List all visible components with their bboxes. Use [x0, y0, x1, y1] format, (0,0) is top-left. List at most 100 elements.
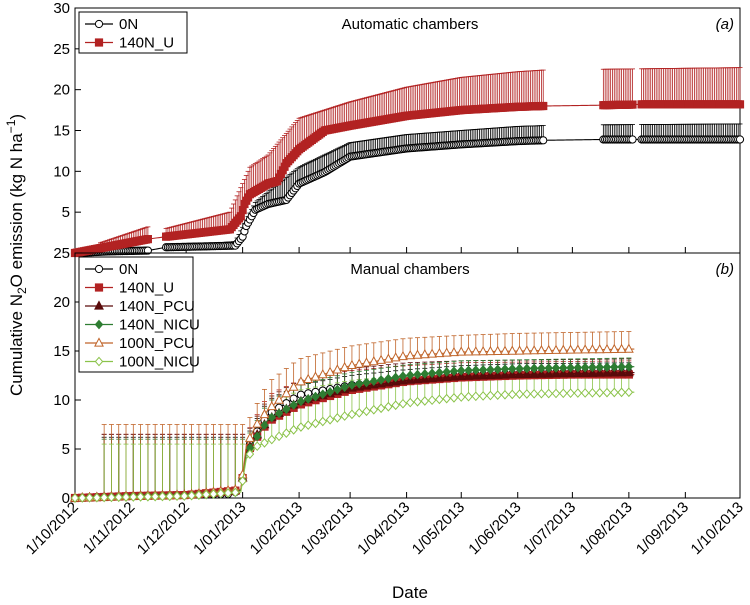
data-point-100N_PCU — [281, 387, 292, 398]
data-point-100N_NICU — [478, 391, 488, 401]
data-point-100N_PCU — [325, 366, 336, 376]
data-point-100N_PCU — [317, 368, 328, 379]
data-point-140N_NICU — [435, 367, 444, 378]
y-axis-title: Cumulative N2O emission (kg N ha−1) — [4, 114, 29, 396]
data-point-140N_NICU — [471, 365, 481, 375]
data-point-100N_NICU — [588, 387, 597, 398]
data-point-100N_PCU — [529, 345, 540, 355]
data-point-140N_NICU — [537, 363, 546, 374]
data-point-140N_NICU — [507, 363, 517, 374]
data-point-100N_NICU — [340, 411, 349, 421]
data-point-100N_PCU — [572, 344, 583, 354]
data-point-140N_NICU — [398, 371, 408, 381]
data-point-100N_NICU — [471, 391, 481, 402]
data-point-100N_PCU — [456, 346, 467, 356]
data-point-100N_NICU — [537, 388, 546, 399]
data-point-100N_PCU — [514, 345, 525, 355]
data-point-100N_NICU — [289, 425, 298, 435]
data-point-100N_NICU — [602, 387, 612, 398]
data-point-140N_PCU — [587, 367, 598, 377]
data-point-140N_NICU — [559, 362, 568, 373]
y-tick-label: 10 — [53, 392, 70, 409]
data-point-100N_NICU — [522, 389, 532, 399]
data-point-100N_PCU — [449, 346, 459, 357]
data-point-100N_NICU — [303, 420, 313, 431]
data-point-140N_U — [143, 235, 152, 244]
data-point-140N_U — [628, 100, 637, 109]
data-point-140N_PCU — [449, 371, 459, 381]
data-point-100N_NICU — [515, 389, 524, 399]
data-point-100N_PCU — [441, 347, 452, 357]
data-point-0N — [628, 135, 637, 144]
legend-label: 140N_U — [119, 280, 174, 297]
legend-label: 100N_PCU — [119, 335, 195, 352]
data-point-100N_NICU — [376, 403, 386, 414]
legend-marker — [94, 300, 104, 310]
data-point-140N_PCU — [529, 368, 540, 378]
data-point-140N_PCU — [558, 368, 569, 378]
data-point-100N_PCU — [580, 344, 591, 354]
data-point-100N_NICU — [136, 491, 145, 502]
data-point-100N_PCU — [398, 350, 408, 361]
y-tick-label: 0 — [62, 490, 70, 507]
data-point-140N_NICU — [413, 369, 422, 380]
data-point-140N_NICU — [303, 394, 313, 404]
data-point-100N_PCU — [295, 376, 306, 386]
data-point-100N_PCU — [346, 359, 357, 369]
data-point-140N_NICU — [449, 366, 459, 377]
data-point-140N_NICU — [544, 363, 553, 373]
data-point-100N_NICU — [449, 392, 459, 403]
data-point-0N — [143, 246, 152, 255]
data-point-100N_PCU — [485, 345, 496, 356]
data-point-140N_NICU — [384, 373, 393, 384]
data-point-100N_NICU — [209, 489, 218, 499]
panel-tag: (b) — [716, 261, 734, 278]
data-point-100N_NICU — [354, 407, 364, 418]
data-point-140N_NICU — [296, 396, 306, 407]
data-point-100N_NICU — [85, 492, 94, 503]
data-point-140N_PCU — [492, 369, 503, 379]
data-point-100N_PCU — [463, 346, 474, 356]
data-point-140N_PCU — [441, 371, 452, 382]
data-point-100N_PCU — [288, 381, 299, 391]
data-point-100N_NICU — [158, 491, 167, 502]
data-point-140N_NICU — [442, 367, 451, 377]
y-tick-label: 5 — [62, 441, 70, 458]
data-point-100N_NICU — [391, 400, 400, 411]
x-tick-label: 1/03/2013 — [298, 499, 357, 558]
data-point-140N_NICU — [486, 364, 495, 375]
y-axis-title-superscript: −1 — [4, 119, 18, 133]
x-axis-title: Date — [392, 583, 428, 602]
series-140N_NICU — [70, 361, 635, 503]
data-point-100N_PCU — [252, 418, 263, 428]
data-point-100N_NICU — [551, 388, 561, 399]
plot-frame — [74, 252, 741, 499]
data-point-140N_PCU — [623, 366, 634, 377]
data-point-140N_NICU — [493, 364, 502, 375]
data-point-100N_NICU — [311, 418, 320, 429]
data-point-140N_NICU — [391, 372, 400, 383]
data-point-100N_NICU — [325, 414, 335, 425]
x-tick-label: 1/02/2013 — [247, 499, 306, 558]
legend-label: 140N_NICU — [119, 317, 200, 334]
data-point-140N_PCU — [485, 369, 496, 380]
data-point-140N_PCU — [507, 369, 518, 379]
data-point-100N_NICU — [216, 488, 226, 499]
x-tick-label: 1/10/2013 — [688, 499, 747, 558]
data-point-100N_PCU — [609, 343, 620, 353]
data-point-100N_NICU — [252, 441, 262, 452]
data-point-100N_NICU — [201, 489, 211, 500]
data-point-140N_NICU — [405, 370, 415, 381]
series-140N_U — [70, 100, 745, 258]
data-point-140N_U — [735, 100, 745, 109]
data-point-100N_NICU — [566, 388, 575, 399]
data-point-100N_NICU — [507, 389, 517, 400]
data-point-100N_PCU — [492, 345, 503, 355]
data-point-100N_PCU — [303, 373, 314, 383]
data-point-140N_PCU — [580, 367, 591, 377]
data-point-140N_NICU — [347, 380, 357, 390]
data-point-140N_NICU — [617, 362, 626, 372]
panel-automatic-chambers: 5 10 15 20 25 30 Automatic chambers (a) 0N 140N_U — [53, 0, 745, 258]
data-point-100N_NICU — [92, 492, 102, 503]
